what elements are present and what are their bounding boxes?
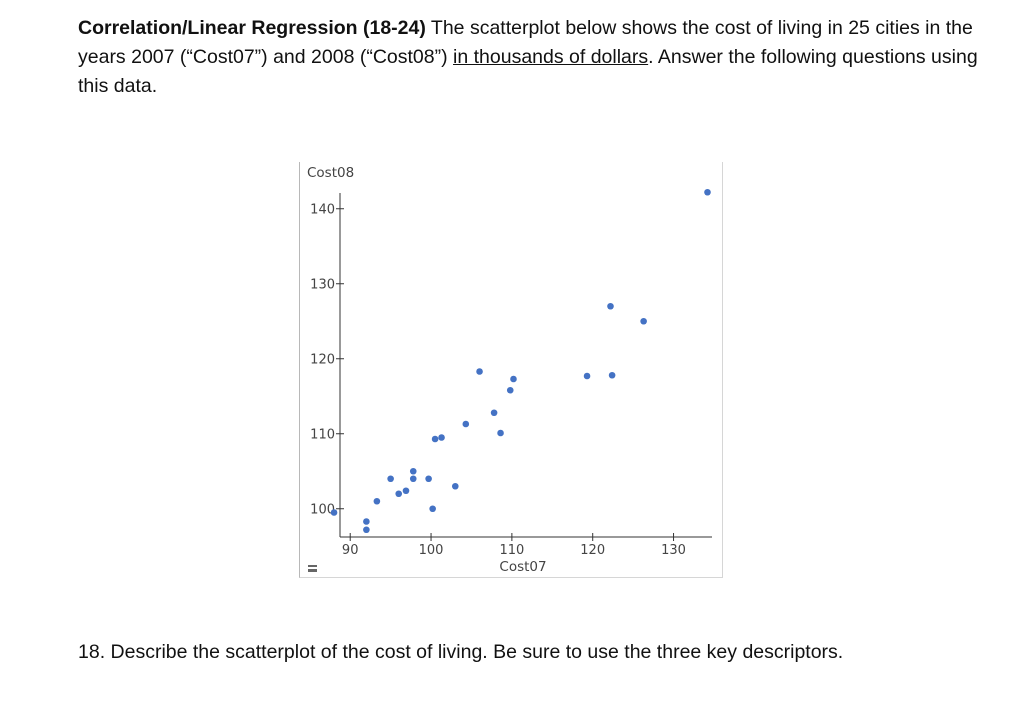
data-point: [363, 526, 370, 534]
data-point: [395, 490, 403, 498]
data-point: [462, 420, 470, 428]
y-tick-label: 100: [310, 502, 335, 517]
problem-title: Correlation/Linear Regression (18-24): [78, 17, 426, 39]
data-point: [608, 371, 616, 379]
x-tick-label: 100: [419, 543, 444, 558]
data-point: [607, 302, 614, 310]
data-point: [363, 518, 370, 525]
data-point: [451, 482, 459, 490]
data-point: [506, 386, 514, 394]
data-point: [490, 409, 498, 417]
question-18: 18. Describe the scatterplot of the cost…: [78, 641, 844, 663]
scatterplot-frame: [299, 162, 723, 578]
y-axis-title: Cost08: [307, 165, 354, 181]
data-point: [425, 475, 432, 483]
y-tick-label: 120: [310, 352, 335, 367]
data-point: [583, 372, 591, 380]
x-axis-title: Cost07: [499, 559, 546, 575]
intro-text-end: . Answer the following questions using t…: [78, 46, 978, 97]
data-point: [402, 487, 410, 495]
data-point: [330, 509, 338, 516]
x-tick-label: 120: [580, 543, 605, 558]
data-point: [438, 434, 445, 441]
data-point: [497, 429, 504, 437]
y-tick-label: 130: [310, 277, 335, 292]
data-point: [431, 435, 439, 443]
y-tick-label: 140: [310, 202, 335, 217]
units-note: in thousands of dollars: [453, 46, 649, 68]
data-point: [429, 505, 436, 513]
data-point: [387, 475, 394, 483]
y-tick-label: 110: [310, 427, 335, 442]
menu-icon[interactable]: [308, 565, 317, 572]
data-point: [640, 317, 647, 325]
x-tick-label: 110: [499, 543, 524, 558]
problem-intro: Correlation/Linear Regression (18-24) Th…: [78, 14, 978, 101]
data-point: [510, 375, 517, 383]
data-point: [409, 467, 417, 475]
intro-text: The scatterplot below shows the cost of …: [78, 17, 973, 68]
data-point: [373, 497, 381, 505]
data-point: [704, 188, 711, 196]
x-tick-label: 90: [342, 543, 359, 558]
data-point: [409, 475, 417, 483]
x-tick-label: 130: [661, 543, 686, 558]
data-point: [476, 368, 483, 375]
